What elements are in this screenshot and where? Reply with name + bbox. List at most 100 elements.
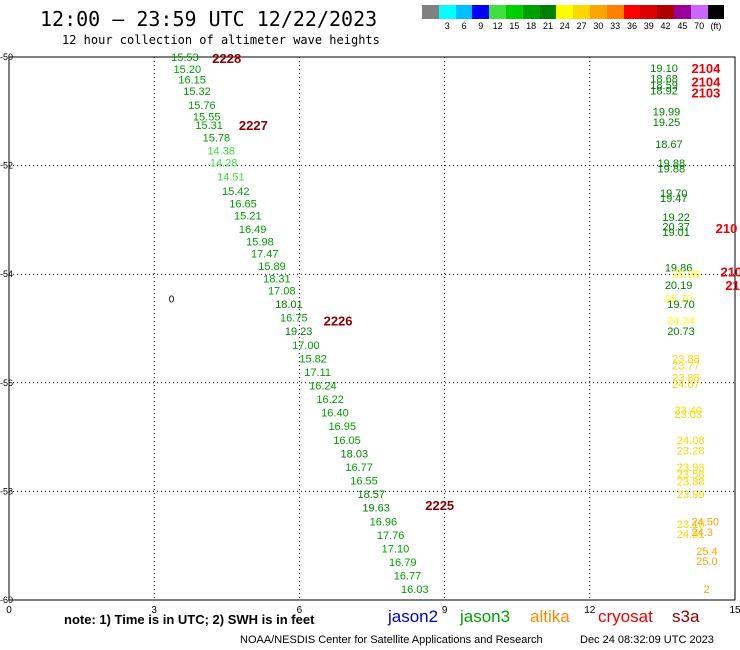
swh-point: 24.08 — [677, 435, 705, 447]
legend-swatch — [707, 5, 725, 19]
swh-point: 20.73 — [667, 326, 695, 338]
swh-point: 18.31 — [263, 274, 291, 286]
swh-point: 19.88 — [658, 163, 686, 175]
swh-point: 15.76 — [188, 100, 216, 112]
swh-point: 16.77 — [345, 462, 373, 474]
swh-point: 16.49 — [239, 224, 267, 236]
legend-swatch — [690, 5, 708, 19]
swh-point: 16.03 — [401, 584, 429, 596]
swh-point: 18.57 — [357, 489, 385, 501]
legend-swatch — [472, 5, 490, 19]
pass-id-label: 2228 — [212, 51, 241, 66]
swh-point: 23.99 — [677, 489, 705, 501]
legend-s3a: s3a — [672, 607, 700, 626]
swh-point: 23.10 — [677, 519, 705, 531]
pass-id-label: 2103 — [691, 85, 720, 100]
legend-label: 3 — [444, 21, 450, 31]
swh-point: 20.37 — [662, 221, 690, 233]
pass-id-label: 2227 — [239, 118, 268, 133]
swh-point: 19.22 — [662, 212, 690, 224]
swh-point: 23.03 — [675, 409, 703, 421]
swh-point: 15.82 — [299, 353, 327, 365]
color-scale-labels: 3 6 9 12 15 18 21 24 27 30 33 36 39 42 45 70 (ft) — [422, 21, 724, 31]
swh-point: 14.51 — [217, 171, 245, 183]
swh-point: 25.4 — [696, 546, 717, 558]
legend-label: 12 — [492, 21, 503, 31]
legend-label: 70 — [694, 21, 705, 31]
swh-point: 16.55 — [350, 476, 378, 488]
legend-label: 42 — [660, 21, 671, 31]
legend-label: 39 — [643, 21, 654, 31]
swh-point: 16.75 — [280, 313, 308, 325]
legend-swatch — [522, 5, 540, 19]
legend-swatch — [589, 5, 607, 19]
legend-jason2: jason2 — [388, 607, 439, 626]
pass-id-label: 2104 — [691, 74, 721, 89]
pass-id-label: 210 — [720, 264, 740, 279]
y-tick-label: -58 — [0, 486, 13, 496]
pass-id-label: 2226 — [324, 313, 353, 328]
swh-point: 17.11 — [304, 367, 331, 379]
swh-point: 18.92 — [650, 86, 678, 98]
swh-point: 19.86 — [665, 263, 693, 275]
legend-label: 24 — [559, 21, 570, 31]
swh-point: 19.63 — [362, 503, 390, 515]
credit-line: NOAA/NESDIS Center for Satellite Applica… — [240, 634, 543, 646]
swh-point: 17.08 — [268, 285, 296, 297]
x-tick-label: 15 — [729, 605, 740, 616]
swh-point: 14.38 — [207, 145, 235, 157]
legend-label: 6 — [461, 21, 467, 31]
y-tick-label: -52 — [0, 161, 13, 171]
swh-point: 14.28 — [210, 157, 238, 169]
pass-id-label: 21 — [725, 278, 739, 293]
legend-cryosat: cryosat — [598, 607, 653, 626]
legend-label: 33 — [610, 21, 621, 31]
swh-point: 16.65 — [229, 199, 257, 211]
legend-label: 27 — [576, 21, 587, 31]
y-tick-label: -54 — [0, 269, 13, 279]
swh-point: 17.10 — [382, 543, 410, 555]
swh-point: 24.3 — [691, 527, 712, 539]
swh-point: 23.88 — [677, 477, 705, 489]
legend-label: 15 — [509, 21, 520, 31]
y-tick-label: -60 — [0, 595, 13, 605]
swh-point: 23.88 — [672, 372, 700, 384]
pass-id-label: 210 — [716, 221, 738, 236]
swh-point: 25.0 — [696, 556, 717, 568]
swh-point: 18.68 — [650, 74, 678, 86]
x-tick-label: 6 — [297, 605, 303, 616]
legend-swatch — [623, 5, 641, 19]
color-scale-legend — [422, 5, 725, 19]
x-tick-label: 9 — [442, 605, 448, 616]
swh-point: 19.01 — [662, 227, 690, 239]
legend-label: 45 — [677, 21, 688, 31]
legend-swatch — [640, 5, 658, 19]
swh-point: 16.40 — [321, 408, 349, 420]
legend-label: 36 — [626, 21, 637, 31]
swh-point: 23.40 — [675, 405, 703, 417]
legend-label: 9 — [478, 21, 484, 31]
legend-label: 18 — [526, 21, 537, 31]
x-tick-label: 3 — [151, 605, 157, 616]
swh-point: 16.79 — [389, 557, 417, 569]
swh-point: 23.93 — [677, 462, 705, 474]
pass-id-label: 2225 — [425, 498, 454, 513]
swh-point: 24.31 — [677, 529, 705, 541]
swh-point: 19.70 — [660, 188, 688, 200]
y-tick-label: -56 — [0, 378, 13, 388]
swh-point: 25.06 — [672, 269, 700, 281]
swh-point: 15.89 — [258, 261, 286, 273]
legend-unit: (ft) — [710, 21, 722, 31]
chart-subtitle: 12 hour collection of altimeter wave hei… — [62, 33, 380, 47]
swh-point: 16.96 — [370, 516, 398, 528]
swh-point: 18.67 — [655, 139, 683, 151]
swh-point: 18.01 — [275, 299, 303, 311]
x-tick-label: 12 — [584, 605, 596, 616]
pass-id-label: 2104 — [691, 61, 721, 76]
legend-swatch — [422, 5, 439, 19]
swh-point: 24.07 — [672, 379, 700, 391]
legend-altika: altika — [530, 607, 570, 626]
swh-point: 15.78 — [203, 132, 231, 144]
swh-point: 16.05 — [333, 435, 361, 447]
swh-point: 19.47 — [660, 193, 688, 205]
